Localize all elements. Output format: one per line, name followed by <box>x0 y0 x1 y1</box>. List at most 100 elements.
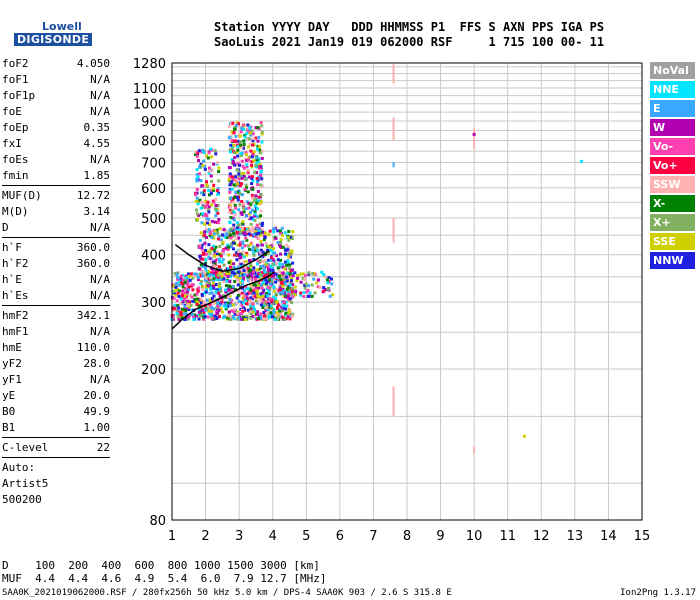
echo-point <box>246 274 250 278</box>
echo-point <box>257 175 261 179</box>
echo-point <box>213 261 217 265</box>
echo-point <box>240 226 244 230</box>
echo-point <box>194 153 198 157</box>
echo-point <box>219 238 223 242</box>
echo-point <box>278 258 282 262</box>
echo-point <box>205 236 209 240</box>
chart-grid <box>171 63 643 520</box>
echo-point <box>218 257 222 261</box>
echo-point <box>258 259 262 263</box>
header-line-2: SaoLuis 2021 Jan19 019 062000 RSF 1 715 … <box>214 35 605 49</box>
echo-point <box>261 295 265 299</box>
echo-point <box>179 313 183 317</box>
echo-point <box>234 190 238 194</box>
echo-point <box>246 190 250 194</box>
echo-point <box>255 156 259 160</box>
echo-point <box>234 206 238 210</box>
echo-point <box>224 288 228 292</box>
echo-point <box>197 158 201 162</box>
echo-point <box>260 271 264 275</box>
echo-point <box>281 282 285 286</box>
echo-point <box>290 276 294 280</box>
echo-point <box>212 236 216 240</box>
echo-point <box>244 236 248 240</box>
echo-point <box>270 284 274 288</box>
param-label: h`F <box>2 241 22 254</box>
echo-point <box>290 250 294 254</box>
echo-point <box>225 234 229 238</box>
echo-point <box>177 295 181 299</box>
echo-point <box>233 203 237 207</box>
echo-point <box>262 288 266 292</box>
echo-point <box>239 143 243 147</box>
echo-point <box>241 310 245 314</box>
echo-point <box>202 193 206 197</box>
echo-point <box>228 208 232 212</box>
echo-point <box>233 140 237 144</box>
echo-point <box>255 232 259 236</box>
echo-point <box>248 291 252 295</box>
echo-point <box>254 234 258 238</box>
echo-point <box>203 167 207 171</box>
echo-point <box>266 264 270 268</box>
echo-point <box>284 248 288 252</box>
echo-point <box>251 143 255 147</box>
x-tick-label: 12 <box>533 529 550 544</box>
echo-point <box>250 182 254 186</box>
echo-point <box>307 294 311 298</box>
echo-point <box>200 243 204 247</box>
echo-point <box>266 316 270 320</box>
echo-point <box>187 288 191 292</box>
echo-point <box>228 233 232 237</box>
echo-point <box>241 220 245 224</box>
echo-point <box>281 304 285 308</box>
echo-point <box>247 175 251 179</box>
echo-point <box>195 168 199 172</box>
echo-point <box>213 314 217 318</box>
echo-point <box>195 172 199 176</box>
echo-point <box>227 178 231 182</box>
param-row: fmin 1.85 <box>2 168 110 184</box>
param-row: yF1 N/A <box>2 372 110 388</box>
echo-point <box>176 288 180 292</box>
echo-point <box>260 224 264 228</box>
echo-point <box>227 271 231 275</box>
echo-point <box>263 301 267 305</box>
echo-point <box>209 248 213 252</box>
echo-point <box>286 295 290 299</box>
echo-point <box>281 308 285 312</box>
echo-point <box>209 174 213 178</box>
echo-point <box>202 213 206 217</box>
echo-point <box>241 123 245 127</box>
echo-point <box>184 309 188 313</box>
echo-point <box>276 303 280 307</box>
echo-point <box>302 295 306 299</box>
echo-point <box>235 251 239 255</box>
echo-point <box>199 263 203 267</box>
echo-point <box>295 279 299 283</box>
echo-point <box>249 242 253 246</box>
echo-point <box>215 257 219 261</box>
echo-point <box>206 156 210 160</box>
echo-point <box>307 272 311 276</box>
echo-point <box>193 293 197 297</box>
echo-point <box>216 269 220 273</box>
echo-point <box>313 291 317 295</box>
echo-point <box>243 135 247 139</box>
legend-item-sse: SSE <box>650 233 695 250</box>
y-tick-label: 300 <box>141 296 166 311</box>
echo-point <box>179 276 183 280</box>
echo-point <box>291 261 295 265</box>
echo-point <box>267 292 271 296</box>
echo-point <box>216 187 220 191</box>
echo-point <box>267 290 271 294</box>
echo-point <box>272 260 276 264</box>
echo-point <box>322 273 326 277</box>
echo-point <box>282 277 286 281</box>
echo-point <box>216 192 220 196</box>
echo-point <box>293 285 297 289</box>
echo-point <box>266 308 270 312</box>
echo-point <box>260 130 264 134</box>
echo-point <box>245 292 249 296</box>
echo-point <box>278 243 282 247</box>
